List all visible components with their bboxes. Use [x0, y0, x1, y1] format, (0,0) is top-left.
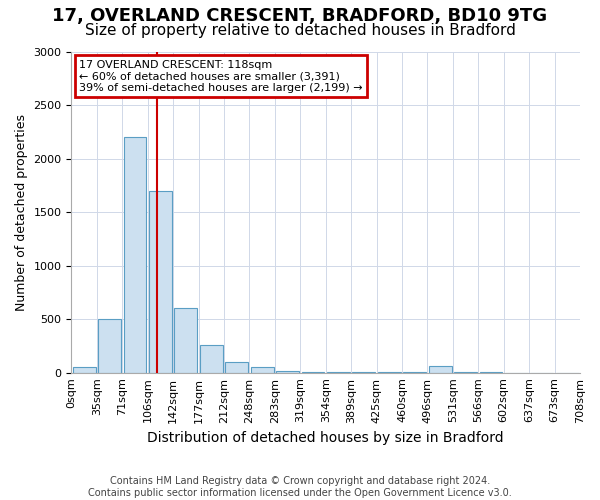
Bar	[276, 370, 299, 372]
Bar	[98, 319, 121, 372]
Text: Contains HM Land Registry data © Crown copyright and database right 2024.
Contai: Contains HM Land Registry data © Crown c…	[88, 476, 512, 498]
Bar	[73, 368, 95, 372]
Bar	[225, 362, 248, 372]
Bar	[251, 368, 274, 372]
Bar	[428, 366, 452, 372]
X-axis label: Distribution of detached houses by size in Bradford: Distribution of detached houses by size …	[148, 431, 504, 445]
Text: 17 OVERLAND CRESCENT: 118sqm
← 60% of detached houses are smaller (3,391)
39% of: 17 OVERLAND CRESCENT: 118sqm ← 60% of de…	[79, 60, 362, 92]
Y-axis label: Number of detached properties: Number of detached properties	[15, 114, 28, 310]
Bar	[149, 190, 172, 372]
Text: 17, OVERLAND CRESCENT, BRADFORD, BD10 9TG: 17, OVERLAND CRESCENT, BRADFORD, BD10 9T…	[52, 8, 548, 26]
Bar	[175, 308, 197, 372]
Bar	[124, 137, 146, 372]
Text: Size of property relative to detached houses in Bradford: Size of property relative to detached ho…	[85, 22, 515, 38]
Bar	[200, 345, 223, 372]
